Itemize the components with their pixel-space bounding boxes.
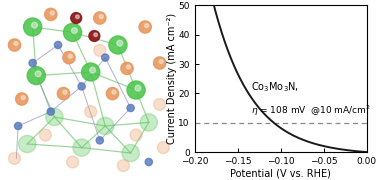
Circle shape [121, 62, 133, 75]
Circle shape [127, 104, 134, 112]
Circle shape [29, 59, 36, 67]
Y-axis label: Current Density (mA cm⁻²): Current Density (mA cm⁻²) [167, 13, 177, 144]
Circle shape [154, 98, 166, 110]
Circle shape [21, 96, 25, 100]
Circle shape [54, 41, 62, 49]
Circle shape [117, 40, 122, 46]
Circle shape [157, 142, 169, 154]
Circle shape [122, 144, 139, 162]
Circle shape [96, 117, 114, 135]
Circle shape [85, 106, 97, 118]
Circle shape [135, 85, 141, 91]
Circle shape [9, 152, 20, 164]
Circle shape [32, 22, 37, 28]
Circle shape [19, 135, 36, 153]
Circle shape [39, 129, 51, 141]
Circle shape [63, 90, 67, 94]
Circle shape [145, 158, 152, 166]
Circle shape [64, 23, 82, 41]
Circle shape [67, 156, 79, 168]
Circle shape [71, 28, 77, 33]
Circle shape [15, 93, 28, 105]
Circle shape [96, 137, 104, 144]
Circle shape [47, 108, 54, 115]
Circle shape [68, 54, 73, 58]
Circle shape [57, 87, 70, 100]
Circle shape [145, 24, 149, 28]
Circle shape [8, 39, 21, 51]
X-axis label: Potential (V vs. RHE): Potential (V vs. RHE) [230, 169, 331, 179]
Circle shape [139, 21, 151, 33]
Circle shape [14, 122, 22, 130]
Circle shape [153, 57, 166, 69]
Circle shape [112, 90, 116, 94]
Circle shape [35, 71, 41, 77]
Circle shape [127, 65, 130, 69]
Circle shape [118, 160, 129, 172]
Circle shape [94, 44, 106, 56]
Circle shape [73, 139, 90, 156]
Circle shape [90, 67, 95, 73]
Circle shape [109, 36, 127, 54]
Circle shape [106, 87, 119, 100]
Circle shape [45, 8, 57, 21]
Circle shape [50, 11, 54, 15]
Circle shape [94, 33, 98, 37]
Circle shape [82, 63, 100, 81]
Circle shape [71, 13, 82, 23]
Circle shape [89, 31, 100, 41]
Circle shape [130, 129, 142, 141]
Circle shape [127, 81, 145, 99]
Circle shape [94, 12, 106, 24]
Circle shape [99, 15, 103, 19]
Circle shape [63, 51, 75, 64]
Circle shape [14, 42, 18, 46]
Circle shape [76, 15, 79, 19]
Circle shape [23, 18, 42, 36]
Circle shape [78, 83, 85, 90]
Circle shape [159, 60, 163, 64]
Circle shape [46, 108, 63, 126]
Text: $\eta$ = 108 mV  @10 mA/cm$^2$: $\eta$ = 108 mV @10 mA/cm$^2$ [251, 104, 371, 118]
Circle shape [140, 114, 158, 131]
Circle shape [27, 67, 45, 85]
Circle shape [102, 54, 109, 61]
Text: Co$_3$Mo$_3$N,: Co$_3$Mo$_3$N, [251, 81, 299, 94]
